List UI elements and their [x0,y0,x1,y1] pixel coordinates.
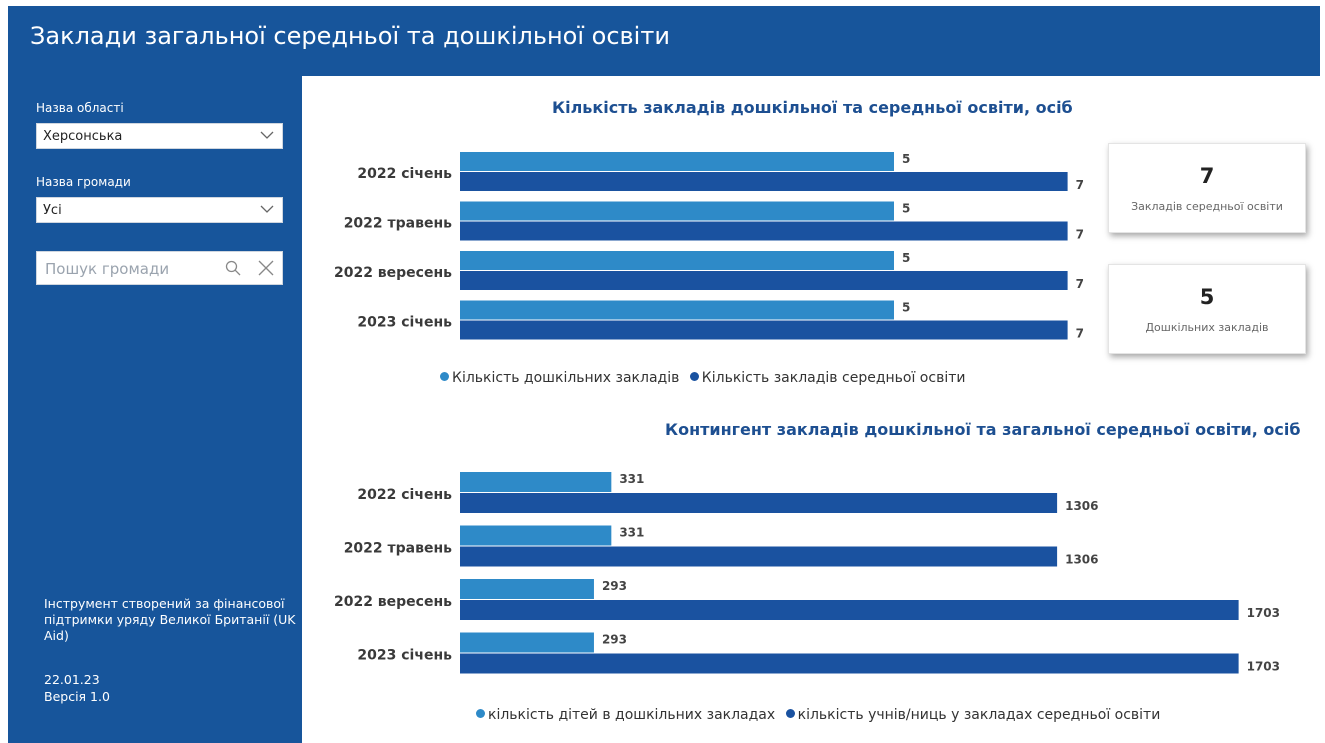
bar-series-2[interactable] [460,493,1058,513]
data-label: 7 [1076,178,1084,192]
funding-note-line1: Інструмент створений за фінансової [44,596,285,611]
data-label: 293 [602,633,627,647]
legend-label-pupils: кількість учнів/ниць у закладах середньо… [797,707,1161,723]
version-label: Версія 1.0 [44,689,110,704]
region-filter-label: Назва області [36,101,124,115]
search-icon[interactable] [225,260,241,276]
category-label: 2023 січень [357,648,452,664]
bar-series-1[interactable] [460,632,594,653]
data-label: 293 [602,579,627,593]
page-title: Заклади загальної середньої та дошкільно… [30,22,670,50]
bar-series-1[interactable] [460,152,894,171]
community-search-box [36,251,283,285]
funding-note-line2: підтримки уряду Великої Британії (UK [44,612,296,627]
enrollment-chart: 2022 січень 331 1306 2022 травень 331 1306 202… [334,472,1280,674]
bar-series-2[interactable] [460,653,1239,674]
legend-label-children: кількість дітей в дошкільних закладах [488,707,776,723]
data-label: 7 [1076,327,1084,341]
community-search-input[interactable] [43,258,217,280]
kpi-value: 7 [1199,164,1215,188]
chart1-title: Кількість закладів дошкільної та середнь… [552,98,1073,117]
category-label: 2022 вересень [334,594,452,610]
bar-series-1[interactable] [460,472,612,492]
header-bar: Заклади загальної середньої та дошкільно… [8,6,1320,76]
legend-dot-pupils [785,709,795,718]
bar-series-1[interactable] [460,525,612,546]
data-label: 1703 [1247,606,1280,620]
legend-dot-children [476,709,485,718]
bar-series-1[interactable] [460,579,594,599]
data-label: 7 [1076,277,1084,291]
kpi-card-secondary-schools: 7 Закладів середньої освіти [1108,143,1306,233]
community-filter-label: Назва громади [36,175,131,189]
bar-series-2[interactable] [460,221,1068,241]
category-label: 2022 січень [357,487,452,503]
data-label: 1306 [1065,553,1098,567]
data-label: 331 [619,526,644,540]
kpi-value: 5 [1199,285,1215,309]
data-label: 5 [902,202,910,216]
institutions-count-chart: 2022 січень 5 7 2022 травень 5 7 2022 вересень… [334,152,1084,341]
release-date: 22.01.23 [44,672,100,687]
bar-series-2[interactable] [460,546,1058,567]
category-label: 2022 вересень [334,265,452,281]
clear-icon[interactable] [258,260,274,276]
legend-dot-secondary [689,372,699,381]
category-label: 2022 травень [344,216,452,232]
bar-series-2[interactable] [460,172,1068,191]
community-select-value: Усі [43,203,62,218]
data-label: 1306 [1065,499,1098,513]
bar-series-1[interactable] [460,300,894,320]
bar-series-2[interactable] [460,320,1068,340]
community-select[interactable]: Усі [36,197,283,223]
data-label: 5 [902,301,910,315]
funding-note-line3: Aid) [44,628,69,643]
legend-label-secondary: Кількість закладів середньої освіти [701,370,966,386]
region-select[interactable]: Херсонська [36,123,283,149]
data-label: 331 [619,472,644,486]
data-label: 7 [1076,228,1084,242]
category-label: 2023 січень [357,315,452,331]
kpi-caption: Закладів середньої освіти [1131,200,1283,213]
chevron-down-icon [260,131,274,139]
kpi-caption: Дошкільних закладів [1145,321,1269,334]
category-label: 2022 травень [344,541,452,557]
region-select-value: Херсонська [43,129,123,144]
bar-series-2[interactable] [460,271,1068,290]
bar-series-1[interactable] [460,201,894,221]
chart2-legend: кількість дітей в дошкільних закладах кі… [476,707,1160,723]
legend-dot-preschool [440,372,449,381]
chevron-down-icon [260,205,274,213]
bar-series-2[interactable] [460,600,1239,620]
data-label: 1703 [1247,660,1280,674]
chart1-legend: Кількість дошкільних закладів Кількість … [440,370,965,386]
data-label: 5 [902,251,910,265]
category-label: 2022 січень [357,166,452,182]
filter-sidebar: Назва області Херсонська Назва громади У… [8,76,302,743]
legend-label-preschool: Кількість дошкільних закладів [452,370,680,386]
bar-series-1[interactable] [460,251,894,270]
kpi-card-preschools: 5 Дошкільних закладів [1108,264,1306,354]
chart2-title: Контингент закладів дошкільної та загаль… [665,420,1301,439]
data-label: 5 [902,152,910,166]
